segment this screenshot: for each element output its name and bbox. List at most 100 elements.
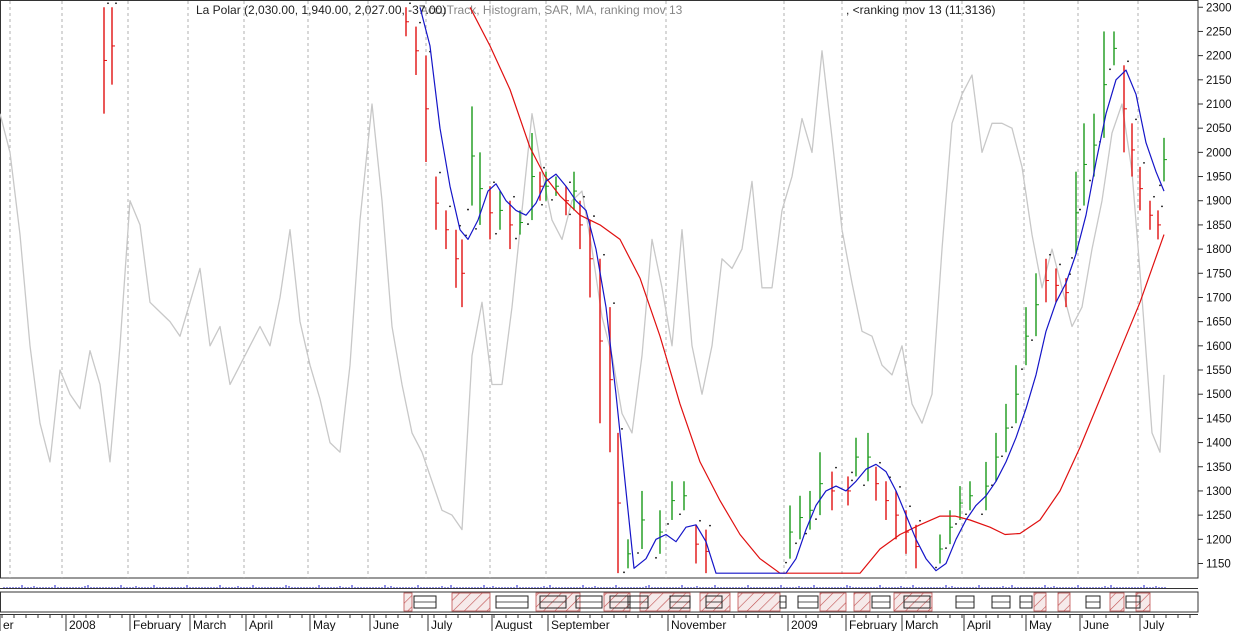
month-label-7: July (431, 618, 452, 631)
sar-dot-down-33 (1153, 195, 1155, 198)
ytick-label-23: 1150 (1206, 558, 1231, 570)
sar-dot-down-22 (879, 461, 881, 464)
chart-title: La Polar (2,030.00, 1,940.00, 2,027.00, … (196, 3, 447, 17)
sar-dot-down-26 (919, 519, 921, 522)
month-label-3: March (193, 618, 226, 631)
sar-dot-down-18 (699, 519, 701, 522)
sar-dot-up-27 (1021, 368, 1023, 371)
month-label-17: July (1143, 618, 1164, 631)
sar-dot-up-30 (1079, 208, 1081, 211)
sar-dot-down-24 (899, 486, 901, 488)
month-label-15: May (1029, 618, 1052, 631)
sar-dot-down-28 (1059, 263, 1061, 266)
month-label-6: June (373, 618, 399, 631)
sar-dot-up-26 (1011, 426, 1013, 429)
hatch-seg-10 (1033, 592, 1047, 612)
hatch-seg-0 (403, 592, 413, 612)
series-group (0, 2, 1167, 574)
sar-dot-up-9 (637, 552, 639, 554)
plot-frame (0, 0, 1199, 579)
sar-dot-down-20 (835, 466, 837, 469)
chart-overlay-title: AccuTrack, Histogram, SAR, MA, ranking m… (420, 3, 683, 17)
sar-dot-up-11 (667, 523, 669, 525)
sar-dot-up-34 (1159, 184, 1161, 187)
hatch-seg-1 (451, 592, 491, 612)
ytick-label-8: 1900 (1206, 196, 1232, 208)
sar-dot-up-1 (475, 228, 477, 230)
ytick-label-19: 1350 (1206, 462, 1232, 474)
sar-dot-up-20 (945, 547, 947, 550)
ytick-label-6: 2000 (1206, 147, 1232, 159)
month-label-5: May (313, 618, 336, 631)
sar-dot-up-12 (679, 513, 681, 516)
sar-dot-up-7 (569, 213, 571, 216)
sar-dot-down-34 (1161, 205, 1163, 208)
sar-dot-up-0 (467, 208, 469, 211)
sar-dot-down-14 (593, 215, 595, 217)
month-label-1: 2008 (69, 618, 96, 631)
ranking-label: , <ranking mov 13 (11.3136) (846, 3, 996, 17)
sar-dot-down-1 (115, 2, 117, 5)
sar-dot-down-19 (709, 524, 711, 527)
hatch-seg-6 (737, 592, 781, 612)
ytick-label-22: 1200 (1206, 534, 1232, 546)
ytick-label-3: 2150 (1206, 75, 1232, 87)
sar-dot-up-6 (551, 198, 553, 201)
month-label-16: June (1083, 618, 1109, 631)
ytick-label-7: 1950 (1206, 172, 1232, 184)
sar-dot-down-12 (569, 181, 571, 184)
month-label-4: April (249, 618, 273, 631)
sar-dot-up-22 (965, 513, 967, 516)
sar-dot-down-27 (1049, 253, 1051, 256)
month-label-0: er (3, 618, 14, 631)
sar-dot-down-17 (621, 427, 623, 430)
sar-dot-down-15 (603, 253, 605, 256)
sar-dot-down-9 (493, 181, 495, 184)
sar-dot-up-29 (1071, 257, 1073, 259)
ytick-label-1: 2250 (1206, 26, 1232, 38)
month-label-9: September (551, 618, 610, 631)
sar-dot-up-15 (805, 532, 807, 535)
ytick-label-17: 1450 (1206, 413, 1232, 425)
sar-dot-up-21 (955, 523, 957, 525)
ytick-label-12: 1700 (1206, 292, 1232, 304)
ytick-label-2: 2200 (1206, 51, 1232, 63)
sar-dot-down-6 (449, 205, 451, 208)
sar-dot-up-33 (1109, 68, 1111, 71)
ytick-label-21: 1250 (1206, 510, 1232, 522)
month-label-14: April (967, 618, 991, 631)
ytick-label-5: 2050 (1206, 123, 1232, 135)
sar-dot-up-8 (623, 571, 625, 574)
sar-dot-down-30 (1127, 60, 1129, 63)
month-label-2: February (133, 618, 181, 631)
sar-dot-down-5 (439, 171, 441, 174)
ranking-line (0, 50, 1165, 531)
month-label-13: March (905, 618, 938, 631)
ytick-label-20: 1300 (1206, 486, 1232, 498)
hatch-seg-7 (819, 592, 847, 612)
sar-dot-up-17 (851, 479, 853, 482)
sar-dot-up-4 (527, 223, 529, 225)
ytick-label-16: 1500 (1206, 389, 1232, 401)
sar-dot-down-31 (1135, 118, 1137, 121)
sar-dot-up-5 (541, 203, 543, 206)
sar-dot-up-31 (1089, 179, 1091, 182)
ytick-label-4: 2100 (1206, 99, 1232, 111)
sar-dot-up-10 (655, 556, 657, 559)
sar-dot-down-25 (909, 505, 911, 508)
sar-dot-down-10 (513, 195, 515, 198)
sar-dot-up-16 (815, 518, 817, 521)
ytick-label-0: 2300 (1206, 2, 1232, 14)
red-ma-line (469, 7, 1165, 574)
ytick-label-11: 1750 (1206, 268, 1232, 280)
sar-dot-down-13 (583, 195, 585, 198)
sar-dot-up-19 (935, 566, 937, 569)
blue-ma-line (419, 7, 1165, 574)
sar-dot-down-32 (1143, 161, 1145, 164)
month-label-10: November (671, 618, 726, 631)
sar-dot-down-11 (543, 166, 545, 169)
hatch-seg-11 (1057, 592, 1071, 612)
sar-dot-up-18 (863, 484, 865, 487)
